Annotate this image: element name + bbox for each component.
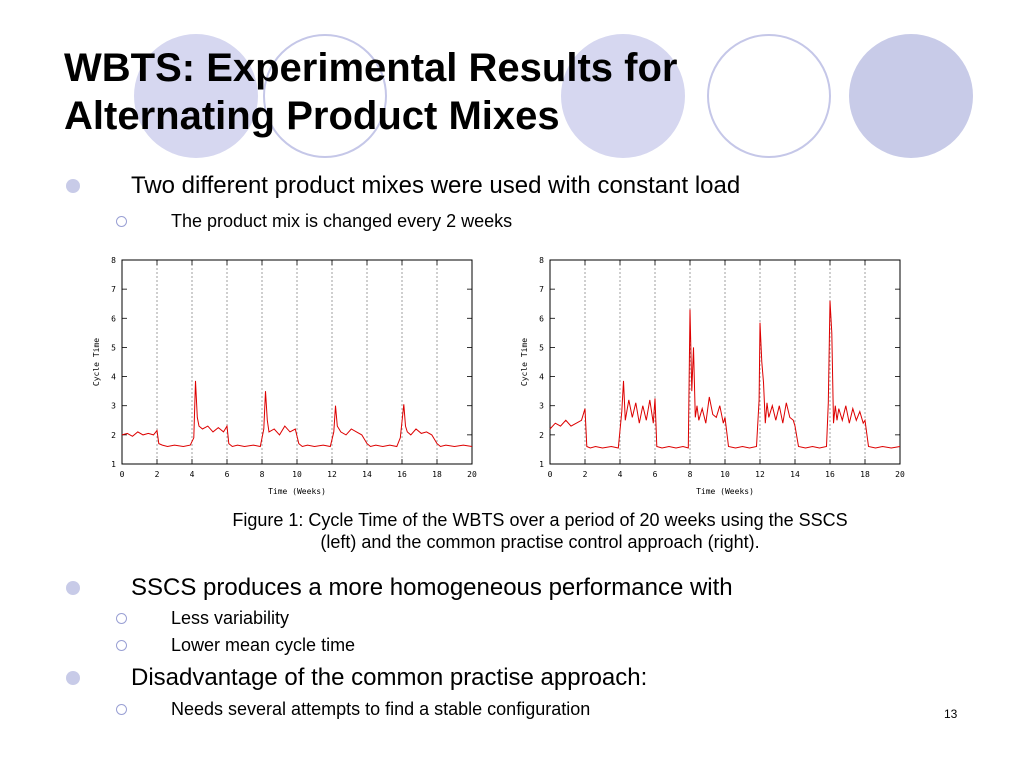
x-tick-label: 0 bbox=[548, 470, 553, 479]
caption-line-1: Figure 1: Cycle Time of the WBTS over a … bbox=[232, 510, 848, 530]
y-tick-label: 8 bbox=[111, 256, 116, 265]
y-tick-label: 3 bbox=[539, 402, 544, 411]
slide-title: WBTS: Experimental Results for Alternati… bbox=[64, 44, 677, 140]
x-tick-label: 6 bbox=[653, 470, 658, 479]
y-tick-label: 8 bbox=[539, 256, 544, 265]
sub-bullet-3-1-text: Needs several attempts to find a stable … bbox=[171, 699, 591, 719]
y-tick-label: 2 bbox=[539, 431, 544, 440]
bullet-3-text: Disadvantage of the common practise appr… bbox=[131, 664, 648, 691]
x-tick-label: 16 bbox=[825, 470, 835, 479]
y-axis-label: Cycle Time bbox=[520, 338, 529, 386]
x-tick-label: 12 bbox=[755, 470, 765, 479]
x-tick-label: 20 bbox=[467, 470, 477, 479]
bullet-ring-icon bbox=[116, 640, 127, 651]
series-line bbox=[549, 300, 901, 449]
y-tick-label: 1 bbox=[539, 460, 544, 469]
decor-circle-1 bbox=[134, 34, 258, 158]
y-tick-label: 3 bbox=[111, 402, 116, 411]
bullet-1-text: Two different product mixes were used wi… bbox=[131, 172, 741, 199]
sub-bullet-2-2-text: Lower mean cycle time bbox=[171, 635, 356, 655]
sub-bullet-2-1-text: Less variability bbox=[171, 608, 290, 628]
y-tick-label: 6 bbox=[539, 314, 544, 323]
bullet-ring-icon bbox=[116, 613, 127, 624]
y-axis-label: Cycle Time bbox=[92, 338, 101, 386]
x-tick-label: 2 bbox=[583, 470, 588, 479]
x-tick-label: 10 bbox=[292, 470, 302, 479]
y-tick-label: 4 bbox=[111, 373, 116, 382]
x-tick-label: 2 bbox=[155, 470, 160, 479]
decor-circle-2 bbox=[263, 34, 387, 158]
y-tick-label: 1 bbox=[111, 460, 116, 469]
decor-circle-4 bbox=[707, 34, 831, 158]
y-tick-label: 5 bbox=[111, 343, 116, 352]
bullet-dot-icon bbox=[66, 581, 80, 595]
y-tick-label: 6 bbox=[111, 314, 116, 323]
x-tick-label: 12 bbox=[327, 470, 337, 479]
caption-line-2: (left) and the common practise control a… bbox=[320, 532, 760, 552]
x-tick-label: 6 bbox=[225, 470, 230, 479]
bullet-ring-icon bbox=[116, 216, 127, 227]
x-tick-label: 10 bbox=[720, 470, 730, 479]
x-tick-label: 4 bbox=[190, 470, 195, 479]
slide-number: 13 bbox=[944, 707, 958, 721]
y-tick-label: 2 bbox=[111, 431, 116, 440]
title-line-1: WBTS: Experimental Results for bbox=[64, 46, 678, 90]
figure-caption: Figure 1: Cycle Time of the WBTS over a … bbox=[100, 509, 980, 553]
x-tick-label: 8 bbox=[260, 470, 265, 479]
bullet-ring-icon bbox=[116, 704, 127, 715]
bullet-dot-icon bbox=[66, 179, 80, 193]
x-tick-label: 20 bbox=[895, 470, 905, 479]
x-tick-label: 8 bbox=[688, 470, 693, 479]
decor-circle-3 bbox=[561, 34, 685, 158]
x-tick-label: 14 bbox=[362, 470, 372, 479]
x-tick-label: 18 bbox=[860, 470, 870, 479]
x-axis-label: Time (Weeks) bbox=[268, 487, 326, 496]
x-tick-label: 4 bbox=[618, 470, 623, 479]
title-line-2: Alternating Product Mixes bbox=[64, 94, 560, 138]
x-tick-label: 18 bbox=[432, 470, 442, 479]
y-tick-label: 4 bbox=[539, 373, 544, 382]
y-tick-label: 7 bbox=[111, 285, 116, 294]
y-tick-label: 5 bbox=[539, 343, 544, 352]
sub-bullet-1-1-text: The product mix is changed every 2 weeks bbox=[171, 211, 513, 231]
x-tick-label: 14 bbox=[790, 470, 800, 479]
y-tick-label: 7 bbox=[539, 285, 544, 294]
x-tick-label: 16 bbox=[397, 470, 407, 479]
series-line bbox=[121, 380, 473, 448]
decor-circle-5 bbox=[849, 34, 973, 158]
x-axis-label: Time (Weeks) bbox=[696, 487, 754, 496]
x-tick-label: 0 bbox=[120, 470, 125, 479]
bullet-dot-icon bbox=[66, 671, 80, 685]
bullet-2-text: SSCS produces a more homogeneous perform… bbox=[131, 574, 733, 601]
